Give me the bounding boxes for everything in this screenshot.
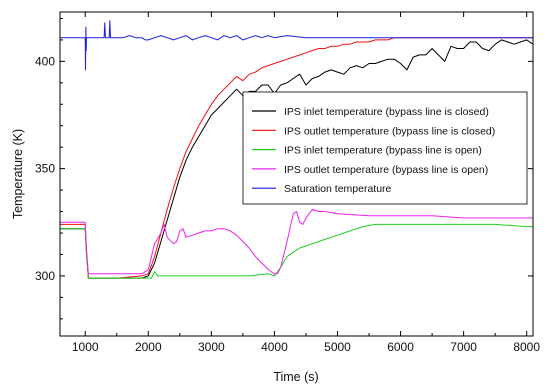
- x-tick-label: 6000: [387, 340, 414, 354]
- legend-box: [242, 91, 528, 205]
- y-tick-label: 350: [35, 162, 55, 176]
- legend-label: Saturation temperature: [284, 183, 392, 195]
- series-line-4: [60, 208, 533, 275]
- x-tick-label: 4000: [261, 340, 288, 354]
- legend-label: IPS inlet temperature (bypass line is op…: [284, 145, 482, 157]
- x-tick-label: 2000: [135, 340, 162, 354]
- y-axis-label: Temperature (K): [11, 129, 25, 219]
- x-tick-label: 7000: [450, 340, 477, 354]
- series-layer: [60, 20, 533, 279]
- x-tick-label: 8000: [513, 340, 540, 354]
- y-tick-label: 400: [35, 54, 55, 68]
- x-axis: 1000 2000 3000 4000 5000 6000 7000 8000: [72, 12, 540, 354]
- x-tick-label: 1000: [72, 340, 99, 354]
- plot-frame: [59, 11, 534, 337]
- x-axis-label: Time (s): [273, 370, 318, 384]
- series-line-5: [60, 20, 533, 71]
- legend-label: IPS outlet temperature (bypass line is o…: [284, 164, 488, 176]
- legend-label: IPS outlet temperature (bypass line is c…: [284, 125, 495, 137]
- y-tick-label: 300: [35, 269, 55, 283]
- series-line-1: [60, 39, 533, 279]
- legend-items: IPS inlet temperature (bypass line is cl…: [252, 106, 495, 195]
- series-line-3: [60, 223, 533, 279]
- legend: IPS inlet temperature (bypass line is cl…: [242, 91, 528, 205]
- x-tick-label: 5000: [324, 340, 351, 354]
- x-tick-label: 3000: [198, 340, 225, 354]
- legend-label: IPS inlet temperature (bypass line is cl…: [284, 106, 489, 118]
- y-axis: 300 350 400: [35, 17, 533, 320]
